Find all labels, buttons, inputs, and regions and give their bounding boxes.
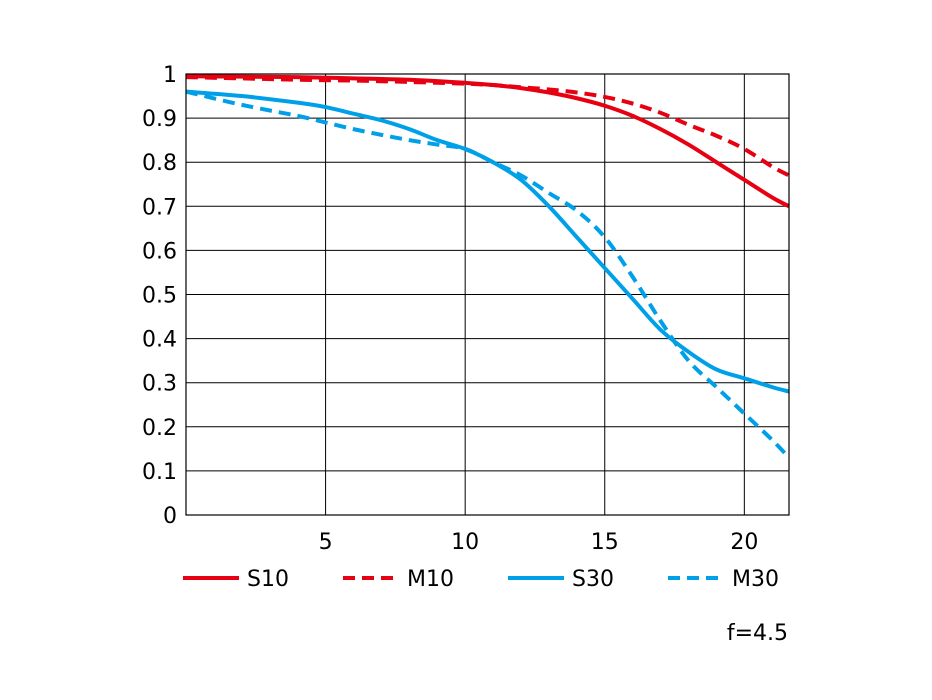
legend: S10 M10 S30 M30 <box>183 567 779 592</box>
y-tick-label: 0.5 <box>142 284 177 309</box>
y-axis-tick-labels: 0 0.1 0.2 0.3 0.4 0.5 0.6 0.7 0.8 0.9 1 <box>142 63 177 529</box>
series-line-m10 <box>185 75 790 178</box>
x-tick-label: 5 <box>319 530 333 555</box>
series-line-s30 <box>185 89 790 394</box>
legend-label-m10: M10 <box>407 567 454 592</box>
y-tick-label: 0.8 <box>142 151 177 176</box>
x-axis-tick-labels: 5 10 15 20 <box>319 530 759 555</box>
y-tick-label: 0.2 <box>142 416 177 441</box>
plot-frame <box>185 73 790 516</box>
y-tick-label: 0.9 <box>142 107 177 132</box>
y-tick-label: 0 <box>163 504 177 529</box>
legend-label-s30: S30 <box>572 567 614 592</box>
aperture-annotation: f=4.5 <box>727 621 788 646</box>
series-lines <box>185 74 791 460</box>
legend-label-s10: S10 <box>247 567 289 592</box>
y-tick-label: 0.7 <box>142 195 177 220</box>
x-tick-label: 15 <box>591 530 619 555</box>
x-tick-label: 20 <box>730 530 758 555</box>
grid <box>186 74 789 515</box>
y-tick-label: 0.3 <box>142 372 177 397</box>
y-tick-label: 1 <box>163 63 177 88</box>
series-line-m30 <box>185 89 791 460</box>
y-tick-label: 0.4 <box>142 328 177 353</box>
x-tick-label: 10 <box>451 530 479 555</box>
y-tick-label: 0.1 <box>142 460 177 485</box>
series-line-s10 <box>185 74 790 209</box>
legend-label-m30: M30 <box>732 567 779 592</box>
y-tick-label: 0.6 <box>142 239 177 264</box>
